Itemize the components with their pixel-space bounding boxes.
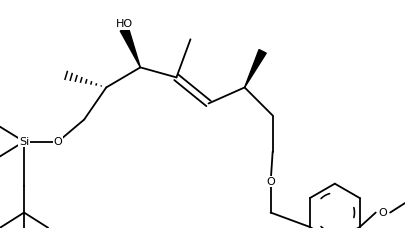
Text: Si: Si	[19, 136, 29, 147]
Polygon shape	[245, 49, 266, 87]
Text: O: O	[54, 136, 62, 147]
Text: O: O	[266, 177, 275, 187]
Text: O: O	[379, 207, 387, 218]
Polygon shape	[120, 27, 141, 67]
Text: HO: HO	[116, 19, 133, 29]
